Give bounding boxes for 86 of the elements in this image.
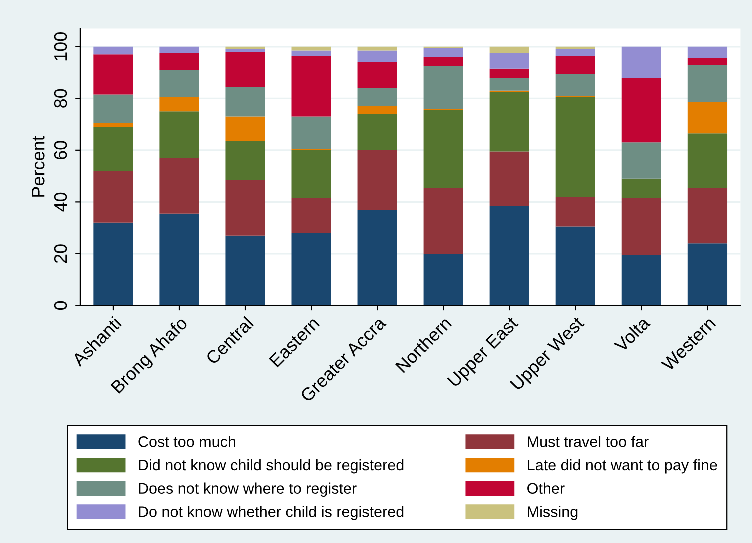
- bar: [160, 112, 200, 158]
- y-axis-title: Percent: [32, 136, 45, 197]
- bar: [556, 97, 596, 198]
- bar: [490, 92, 530, 152]
- y-tick-label: 20: [54, 244, 68, 264]
- legend-label: Do not know whether child is registered: [139, 506, 404, 520]
- bar: [226, 52, 266, 88]
- bar: [94, 54, 134, 95]
- legend-label: Cost too much: [138, 436, 236, 448]
- bar: [226, 49, 266, 52]
- bar: [556, 197, 596, 227]
- bar: [556, 46, 596, 50]
- bar: [94, 94, 134, 124]
- bar: [358, 50, 398, 62]
- bar: [490, 78, 530, 91]
- y-tick-label: 100: [54, 32, 68, 61]
- legend-label: Does not know where to register: [139, 482, 357, 498]
- bar: [292, 46, 332, 51]
- x-tick-label: Volta: [613, 315, 652, 354]
- bar: [424, 110, 464, 188]
- bar: [358, 88, 398, 106]
- bar: [292, 198, 332, 234]
- bar: [688, 58, 728, 66]
- bar: [622, 78, 662, 143]
- bar: [556, 74, 596, 96]
- bar: [358, 106, 398, 114]
- bar: [622, 255, 662, 306]
- y-tick-label: 40: [54, 192, 68, 212]
- bar: [226, 180, 266, 236]
- bar: [292, 116, 332, 150]
- bar: [226, 87, 266, 117]
- bar: [688, 46, 728, 59]
- bar: [226, 116, 266, 142]
- bar: [358, 114, 398, 150]
- bar: [490, 68, 530, 78]
- legend-label: Late did not want to pay fine: [528, 459, 718, 474]
- bar: [94, 127, 134, 172]
- bar: [292, 150, 332, 198]
- bar: [160, 97, 200, 112]
- bar: [358, 150, 398, 210]
- y-tick-label: 0: [54, 301, 68, 310]
- bar: [556, 56, 596, 74]
- legend-label: Did not know child should be registered: [139, 459, 404, 474]
- bar: [94, 46, 134, 55]
- bar: [358, 62, 398, 88]
- bar: [358, 210, 398, 306]
- bar: [226, 46, 266, 50]
- bar: [622, 46, 662, 78]
- bar: [688, 134, 728, 188]
- bar: [94, 171, 134, 223]
- bar: [556, 49, 596, 56]
- bar: [292, 233, 332, 306]
- bar: [490, 53, 530, 69]
- bar: [358, 46, 398, 51]
- bar: [94, 123, 134, 128]
- bar: [490, 152, 530, 206]
- bar: [424, 48, 464, 58]
- bar: [160, 53, 200, 70]
- bar: [622, 142, 662, 179]
- bar: [622, 178, 662, 198]
- bar: [688, 102, 728, 134]
- bar: [160, 70, 200, 98]
- legend-label: Missing: [528, 506, 578, 520]
- bar: [94, 222, 134, 306]
- bar: [226, 141, 266, 180]
- bar: [490, 46, 530, 54]
- y-tick-label: 60: [54, 141, 68, 160]
- legend-label: Other: [528, 482, 565, 494]
- bar: [688, 65, 728, 103]
- bar: [556, 226, 596, 306]
- legend-label: Must travel too far: [528, 436, 649, 448]
- bar: [160, 46, 200, 54]
- bar: [424, 254, 464, 306]
- bar: [292, 50, 332, 56]
- bar: [424, 57, 464, 66]
- bar: [688, 244, 728, 306]
- y-tick-label: 80: [54, 89, 68, 108]
- bar: [622, 198, 662, 256]
- bar: [160, 214, 200, 306]
- bar: [490, 206, 530, 306]
- bar: [424, 188, 464, 254]
- bar: [424, 66, 464, 110]
- bar: [688, 188, 728, 244]
- bar: [160, 158, 200, 214]
- bar: [292, 56, 332, 117]
- bar: [226, 236, 266, 306]
